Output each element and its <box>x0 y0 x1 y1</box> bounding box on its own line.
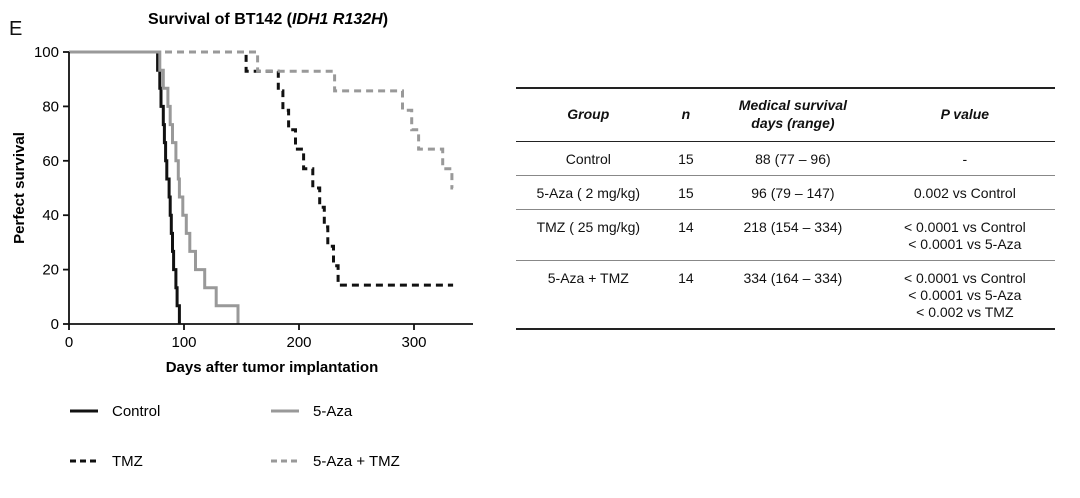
p-value-line: < 0.002 vs TMZ <box>916 304 1014 320</box>
chart-title-italic: IDH1 R132H <box>292 11 383 28</box>
cell-median-survival: 218 (154 – 334) <box>711 209 875 261</box>
p-value-line: < 0.0001 vs Control <box>903 219 1026 235</box>
header-median-line2: days (range) <box>751 115 835 131</box>
table-body: Control 15 88 (77 – 96) - 5-Aza ( 2 mg/kg) 15… <box>516 141 1055 330</box>
axes: 0 20 40 60 80 100 0 100 200 300 <box>34 44 473 351</box>
y-tick-label: 40 <box>42 207 59 224</box>
results-table: Group n Medical survival days (range) P v… <box>516 87 1055 330</box>
table-row: TMZ ( 25 mg/kg) 14 218 (154 – 334) < 0.0001… <box>516 209 1055 261</box>
series-line-tmz <box>69 50 454 287</box>
cell-group: 5-Aza ( 2 mg/kg) <box>516 175 661 210</box>
x-tick-label: 100 <box>171 334 196 351</box>
plot-area <box>69 50 454 324</box>
x-axis-label: Days after tumor implantation <box>166 359 379 376</box>
p-value-line: 0.002 vs Control <box>913 185 1016 201</box>
table-row: 5-Aza ( 2 mg/kg) 15 96 (79 – 147) 0.002 vs … <box>516 175 1055 210</box>
y-tick-label: 20 <box>42 262 59 279</box>
cell-p-value: < 0.0001 vs Control < 0.0001 vs 5-Aza < 0.… <box>874 260 1055 330</box>
y-tick-label: 100 <box>34 44 59 61</box>
header-n: n <box>660 88 712 142</box>
chart-title-prefix: Survival of BT142 ( <box>148 11 293 28</box>
x-tick-label: 200 <box>286 334 311 351</box>
cell-median-survival: 96 (79 – 147) <box>711 175 875 210</box>
y-tick-label: 80 <box>42 98 59 115</box>
cell-n: 15 <box>660 175 712 210</box>
legend-label-control: Control <box>112 403 160 420</box>
y-axis-label: Perfect survival <box>11 132 28 244</box>
y-tick-label: 60 <box>42 153 59 170</box>
cell-group: TMZ ( 25 mg/kg) <box>516 209 661 261</box>
x-tick-label: 300 <box>401 334 426 351</box>
series-line-5-aza <box>69 50 240 324</box>
cell-n: 14 <box>660 209 712 261</box>
cell-group: 5-Aza + TMZ <box>516 260 661 330</box>
cell-n: 15 <box>660 141 712 176</box>
chart-title: Survival of BT142 (IDH1 R132H) <box>148 11 388 28</box>
legend-label-tmz: TMZ <box>112 453 143 470</box>
table-header-row: Group n Medical survival days (range) P v… <box>516 88 1055 142</box>
header-median-survival: Medical survival days (range) <box>711 88 875 142</box>
series-line-control <box>69 50 181 324</box>
y-tick-label: 0 <box>51 316 59 333</box>
series-line-5-aza-tmz <box>69 50 454 190</box>
p-value-line: < 0.0001 vs Control <box>903 270 1026 286</box>
cell-group: Control <box>516 141 661 176</box>
header-p-value: P value <box>874 88 1055 142</box>
legend: Control 5-Aza TMZ 5-Aza + TMZ <box>70 403 400 470</box>
cell-p-value: - <box>874 141 1055 176</box>
p-value-line: < 0.0001 vs 5-Aza <box>908 236 1022 252</box>
legend-label-5-aza-tmz: 5-Aza + TMZ <box>313 453 400 470</box>
table-row: 5-Aza + TMZ 14 334 (164 – 334) < 0.0001 vs … <box>516 260 1055 330</box>
cell-p-value: < 0.0001 vs Control < 0.0001 vs 5-Aza <box>874 209 1055 261</box>
chart-title-suffix: ) <box>383 11 388 28</box>
p-value-line: < 0.0001 vs 5-Aza <box>908 287 1022 303</box>
cell-median-survival: 88 (77 – 96) <box>711 141 875 176</box>
cell-median-survival: 334 (164 – 334) <box>711 260 875 330</box>
cell-n: 14 <box>660 260 712 330</box>
p-value-line: - <box>962 151 968 167</box>
header-median-line1: Medical survival <box>738 97 847 113</box>
survival-chart: Survival of BT142 (IDH1 R132H) 0 20 40 60 80… <box>11 11 473 470</box>
panel-letter: E <box>9 18 23 40</box>
cell-p-value: 0.002 vs Control <box>874 175 1055 210</box>
table-row: Control 15 88 (77 – 96) - <box>516 141 1055 176</box>
x-tick-label: 0 <box>65 334 73 351</box>
legend-label-5-aza: 5-Aza <box>313 403 353 420</box>
header-group: Group <box>516 88 661 142</box>
